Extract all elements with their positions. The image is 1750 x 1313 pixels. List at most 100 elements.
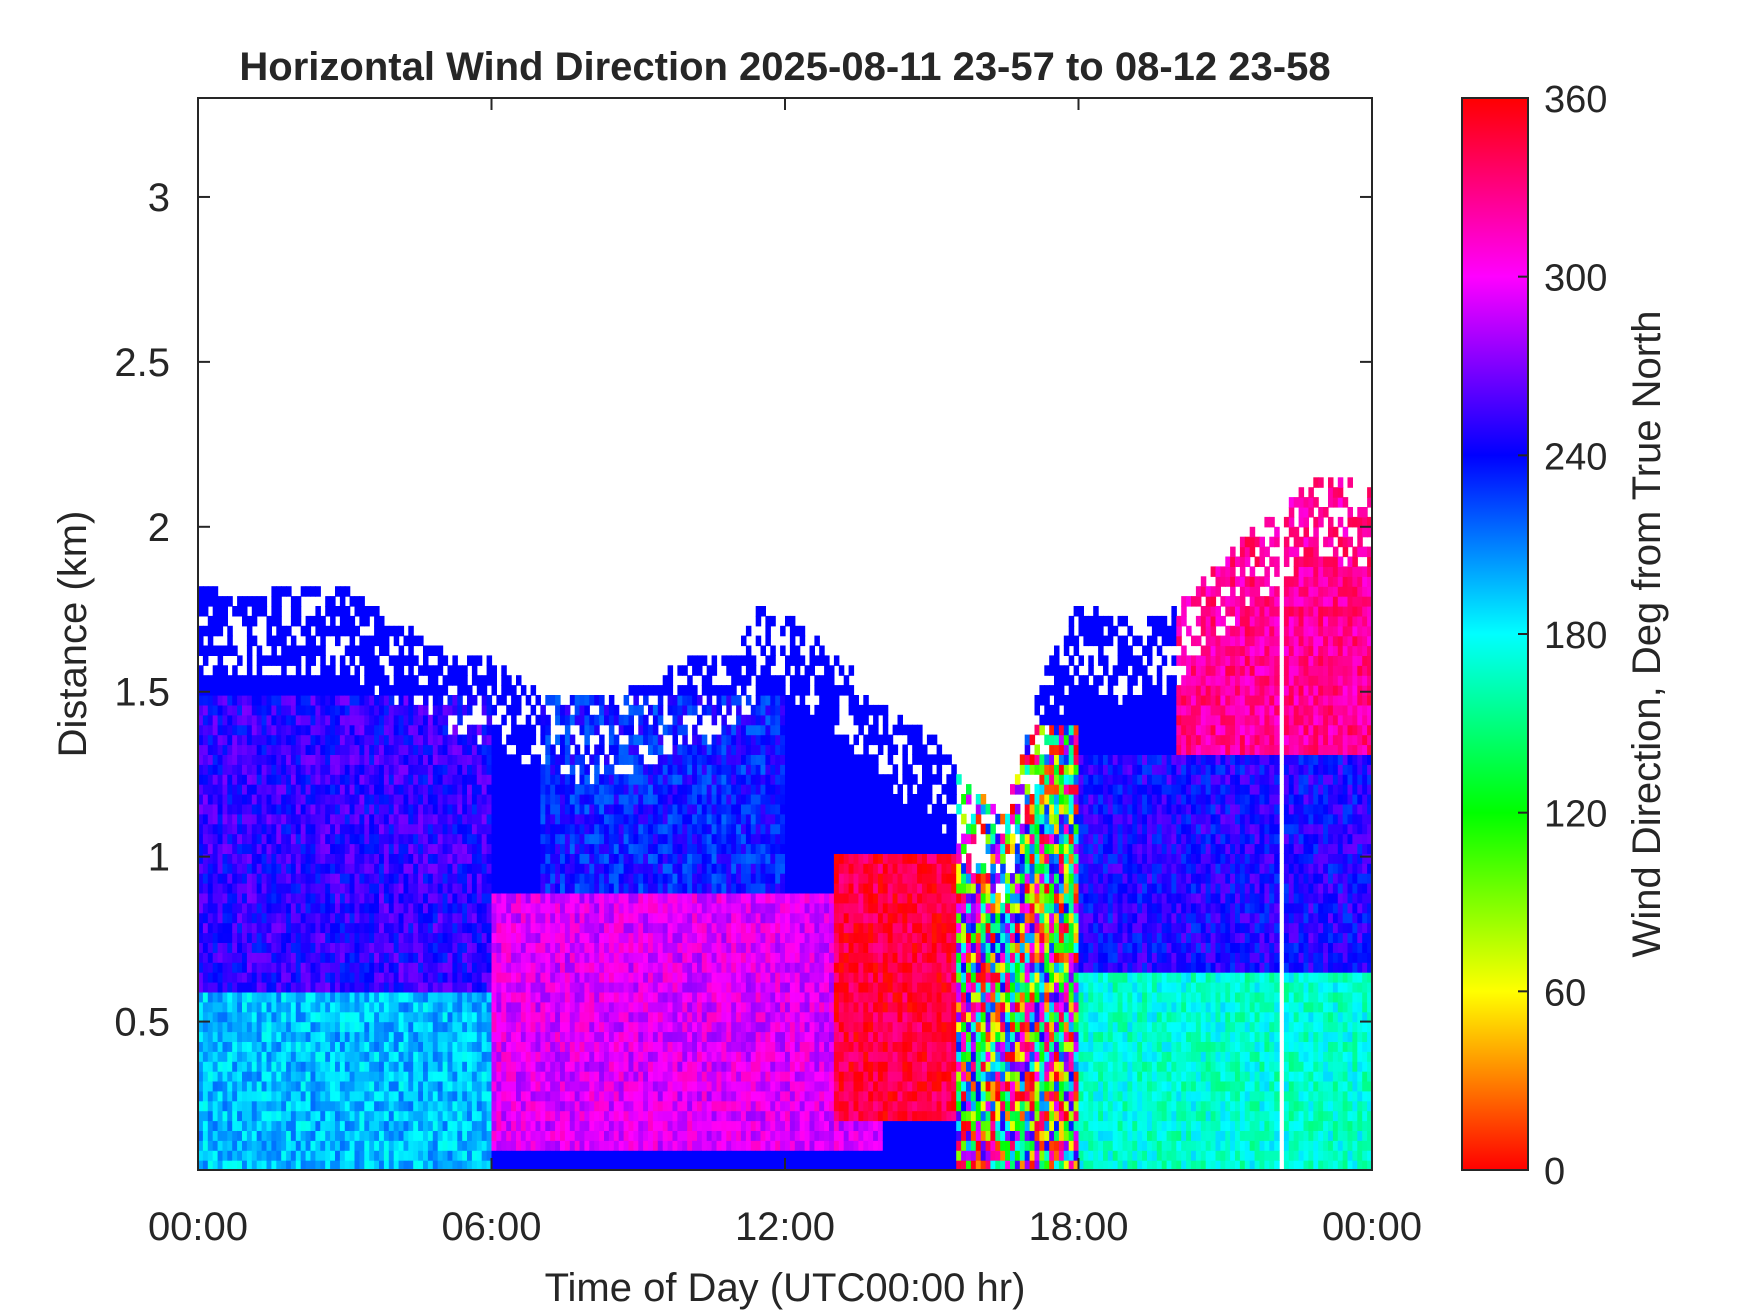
heatmap-cell (555, 1051, 561, 1062)
heatmap-cell (379, 1001, 385, 1013)
heatmap-cell (359, 734, 365, 746)
heatmap-cell (633, 803, 639, 815)
heatmap-cell (212, 606, 219, 617)
heatmap-cell (281, 1001, 287, 1013)
heatmap-cell (246, 1041, 253, 1052)
heatmap-cell (325, 1090, 331, 1102)
heatmap-cell (315, 625, 321, 637)
heatmap-cell (408, 843, 414, 854)
heatmap-cell (339, 952, 346, 963)
heatmap-cell (222, 1051, 228, 1062)
heatmap-cell (608, 1120, 615, 1131)
heatmap-cell (198, 932, 204, 943)
heatmap-cell (486, 774, 493, 785)
heatmap-cell (423, 902, 429, 914)
heatmap-cell (525, 972, 532, 983)
heatmap-cell (207, 794, 214, 805)
heatmap-cell (320, 774, 326, 785)
heatmap-cell (330, 704, 336, 716)
heatmap-cell (286, 1011, 292, 1023)
heatmap-cell (486, 863, 493, 874)
heatmap-cell (383, 873, 390, 884)
heatmap-cell (349, 823, 356, 835)
heatmap-cell (393, 991, 400, 1003)
heatmap-cell (413, 1140, 419, 1151)
heatmap-cell (604, 982, 610, 993)
heatmap-cell (608, 883, 615, 894)
heatmap-cell (481, 1120, 488, 1131)
heatmap-cell (369, 1031, 375, 1042)
heatmap-cell (633, 1071, 639, 1082)
heatmap-cell (437, 1150, 444, 1161)
heatmap-cell (462, 991, 468, 1003)
heatmap-cell (335, 922, 341, 934)
heatmap-cell (398, 744, 405, 755)
heatmap-cell (207, 863, 214, 874)
heatmap-cell (398, 734, 405, 746)
heatmap-cell (628, 972, 634, 983)
heatmap-cell (393, 833, 400, 845)
heatmap-cell (403, 1080, 409, 1092)
heatmap-cell (403, 991, 409, 1003)
heatmap-cell (589, 952, 595, 963)
heatmap-cell (511, 863, 517, 874)
heatmap-cell (594, 1001, 600, 1013)
heatmap-cell (344, 615, 351, 627)
heatmap-cell (408, 625, 414, 637)
heatmap-cell (638, 1100, 644, 1112)
heatmap-cell (618, 932, 625, 943)
heatmap-cell (511, 922, 517, 934)
heatmap-cell (315, 813, 321, 825)
heatmap-cell (305, 655, 312, 666)
heatmap-cell (437, 1130, 444, 1141)
heatmap-cell (501, 813, 507, 825)
heatmap-cell (413, 685, 419, 696)
heatmap-cell (628, 1051, 634, 1062)
heatmap-cell (442, 883, 449, 894)
heatmap-cell (623, 774, 630, 785)
heatmap-cell (672, 991, 678, 1003)
heatmap-cell (486, 1061, 493, 1072)
heatmap-cell (457, 1051, 463, 1062)
heatmap-cell (320, 794, 326, 805)
heatmap-cell (545, 724, 551, 736)
heatmap-cell (237, 1051, 243, 1062)
heatmap-cell (290, 962, 297, 973)
heatmap-cell (589, 833, 595, 845)
heatmap-cell (232, 704, 238, 716)
heatmap-cell (442, 873, 449, 884)
heatmap-cell (403, 1150, 409, 1161)
heatmap-cell (569, 991, 576, 1003)
heatmap-cell (232, 991, 238, 1003)
heatmap-cell (202, 586, 209, 597)
heatmap-cell (623, 744, 630, 755)
heatmap-cell (359, 902, 365, 914)
heatmap-cell (520, 1051, 527, 1062)
heatmap-cell (413, 1080, 419, 1092)
heatmap-cell (256, 764, 263, 775)
heatmap-cell (325, 1051, 331, 1062)
heatmap-cell (457, 704, 463, 716)
heatmap-cell (374, 784, 380, 795)
heatmap-cell (481, 774, 488, 785)
heatmap-cell (589, 794, 595, 805)
heatmap-cell (652, 794, 659, 805)
heatmap-cell (471, 932, 478, 943)
heatmap-cell (623, 1120, 630, 1131)
heatmap-cell (491, 922, 497, 934)
heatmap-cell (315, 1140, 321, 1151)
heatmap-cell (251, 1150, 258, 1161)
heatmap-cell (594, 1160, 600, 1170)
heatmap-cell (491, 853, 497, 864)
heatmap-cell (638, 1021, 644, 1033)
heatmap-cell (315, 942, 321, 953)
heatmap-cell (330, 912, 336, 924)
heatmap-cell (643, 823, 649, 835)
heatmap-cell (447, 1071, 453, 1082)
heatmap-cell (628, 873, 634, 884)
heatmap-cell (643, 1021, 649, 1033)
heatmap-cell (555, 1120, 561, 1131)
heatmap-cell (349, 675, 356, 686)
heatmap-cell (579, 1150, 585, 1161)
heatmap-cell (212, 932, 219, 943)
